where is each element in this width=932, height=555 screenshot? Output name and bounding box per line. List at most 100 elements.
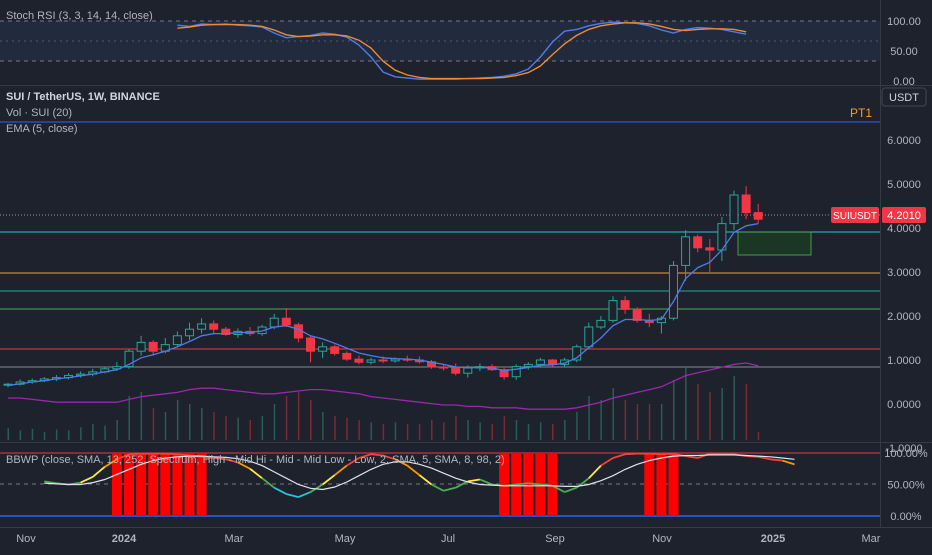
- volume-bar: [515, 420, 518, 440]
- bbwp-line-segment: [237, 461, 251, 470]
- bbwp-line-segment: [746, 455, 759, 458]
- volume-ma-line: [8, 362, 759, 410]
- volume-bar: [225, 416, 227, 440]
- symbol-title: SUI / TetherUS, 1W, BINANCE: [6, 91, 160, 103]
- candle-bullish: [124, 350, 134, 368]
- bbwp-line-segment: [322, 474, 336, 486]
- bbwp-line-segment: [346, 457, 360, 467]
- candle-bullish: [463, 367, 473, 374]
- time-tick-label: Mar: [862, 533, 881, 545]
- candle-bearish: [705, 247, 715, 251]
- volume-bar: [685, 368, 687, 440]
- bbwp-line-segment: [104, 458, 118, 468]
- volume-bar: [176, 400, 179, 440]
- candle-bullish: [596, 319, 606, 328]
- stoch-d-line: [177, 22, 747, 80]
- candle-bullish: [669, 264, 678, 319]
- volume-bar: [721, 388, 723, 440]
- bbwp-extreme-bar: [172, 453, 183, 516]
- bbwp-line-segment: [479, 478, 493, 486]
- volume-bar: [733, 376, 735, 440]
- volume-bar: [443, 422, 445, 440]
- volume-bar: [527, 424, 530, 440]
- volume-bar: [406, 424, 409, 440]
- volume-bar: [370, 422, 372, 440]
- volume-bar: [636, 404, 639, 440]
- bbwp-title: BBWP (close, SMA, 13, 252, Spectrum, Hig…: [6, 454, 505, 466]
- bbwp-line-segment: [697, 452, 711, 459]
- bbwp-line-segment: [80, 476, 94, 484]
- bbwp-line-segment: [213, 457, 226, 461]
- bbwp-line-segment: [721, 452, 735, 456]
- candle-bullish: [729, 194, 739, 225]
- bbwp-extreme-bar: [668, 453, 679, 516]
- candle-bearish: [281, 317, 291, 326]
- stoch-tick-label: 100.00: [887, 16, 921, 28]
- bbwp-line-segment: [370, 453, 384, 457]
- ema-line: [7, 222, 759, 387]
- volume-bar: [503, 416, 506, 440]
- candle-bearish: [342, 352, 352, 360]
- volume-bar: [382, 424, 385, 440]
- candle-bearish: [354, 358, 364, 363]
- volume-bar: [394, 422, 397, 440]
- candle-bearish: [499, 369, 509, 378]
- price-tick-label: 3.0000: [887, 267, 921, 279]
- candle-bullish: [269, 317, 279, 328]
- candle-bullish: [681, 236, 691, 266]
- candle-bearish: [439, 366, 449, 369]
- volume-bar: [697, 384, 699, 440]
- bbwp-line-segment: [649, 452, 662, 456]
- price-pane: [0, 88, 880, 440]
- volume-bar: [612, 388, 614, 440]
- bbwp-line-segment: [516, 482, 529, 486]
- candle-bullish: [185, 328, 194, 337]
- candle-bullish: [172, 335, 182, 346]
- volume-bar: [80, 427, 82, 440]
- candle-bearish: [632, 308, 642, 321]
- ema-indicator-label: EMA (5, close): [6, 123, 78, 135]
- bbwp-line-segment: [44, 480, 57, 485]
- price-tick-label: 2.0000: [887, 311, 921, 323]
- target-label: PT1: [850, 106, 872, 120]
- last-price-value: 4.2010: [887, 210, 921, 222]
- symbol-badge-label: SUIUSDT: [833, 211, 877, 222]
- bbwp-line-segment: [418, 474, 433, 486]
- candle-bearish: [330, 346, 340, 354]
- bbwp-tick-label: 0.00%: [890, 511, 921, 523]
- bbwp-line-segment: [249, 468, 263, 479]
- stoch-tick-label: 0.00: [893, 76, 914, 88]
- bbwp-line-segment: [588, 464, 602, 479]
- volume-bar: [576, 412, 578, 440]
- bbwp-line-segment: [177, 453, 190, 457]
- candle-bearish: [753, 212, 763, 220]
- bbwp-line-segment: [612, 453, 626, 459]
- bbwp-line-segment: [528, 482, 541, 486]
- demand-zone-box[interactable]: [737, 231, 812, 256]
- volume-bar: [213, 412, 215, 440]
- candle-bearish: [620, 300, 630, 310]
- candle-bullish: [511, 366, 521, 378]
- bbwp-line-segment: [782, 459, 795, 466]
- volume-bar: [709, 392, 711, 440]
- bbwp-line-segment: [600, 457, 614, 467]
- bbwp-extreme-bar: [148, 453, 159, 516]
- candle-bearish: [306, 337, 315, 352]
- bbwp-line-segment: [310, 483, 324, 493]
- volume-indicator-label: Vol · SUI (20): [6, 107, 72, 119]
- volume-bar: [31, 428, 34, 440]
- currency-button[interactable]: [881, 87, 927, 107]
- candle-bullish: [608, 300, 618, 321]
- volume-bar: [346, 417, 348, 440]
- candle-bearish: [221, 328, 231, 335]
- bbwp-line-segment: [552, 484, 566, 493]
- volume-bar: [491, 424, 493, 440]
- volume-bar: [273, 404, 276, 440]
- volume-bar: [285, 396, 288, 440]
- volume-bar: [152, 408, 155, 440]
- bbwp-line-segment: [261, 477, 275, 489]
- bbwp-ma-line: [44, 454, 795, 491]
- bbwp-line-segment: [382, 454, 396, 461]
- volume-bar: [322, 412, 324, 440]
- volume-bar: [431, 420, 433, 440]
